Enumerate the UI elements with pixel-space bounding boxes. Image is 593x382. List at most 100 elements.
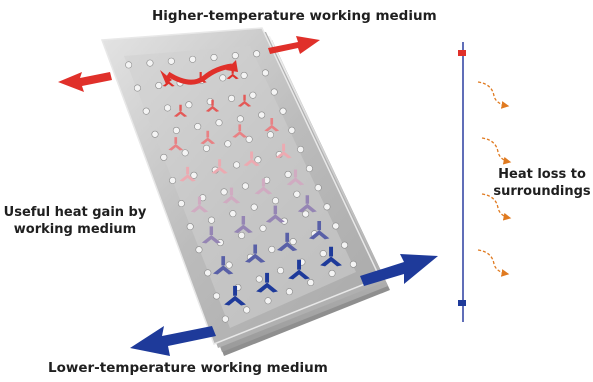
dimple (264, 297, 272, 305)
dimple (323, 203, 331, 211)
dimple (285, 288, 293, 296)
flow-chevron (179, 166, 196, 182)
flow-chevron (173, 104, 188, 117)
flow-chevron (276, 232, 298, 252)
flow-chevron (212, 256, 234, 275)
dimple (302, 210, 310, 218)
dimple (215, 119, 223, 127)
dimple (261, 69, 269, 77)
dimple (195, 246, 203, 254)
dimple (142, 107, 150, 115)
dimple (204, 269, 212, 277)
flow-chevron (288, 259, 310, 280)
dimple (189, 55, 197, 63)
dimple (270, 88, 278, 96)
dimple (297, 145, 305, 153)
dimple (328, 269, 336, 277)
flow-chevron (256, 272, 278, 293)
flow-chevron (265, 205, 285, 223)
dimple (259, 224, 267, 232)
dimple (284, 170, 292, 178)
dimple (213, 292, 221, 300)
dimple (279, 107, 287, 115)
dimple (155, 82, 163, 90)
dimple (240, 71, 248, 79)
dimple (268, 245, 276, 253)
dimple (133, 84, 141, 92)
dimple (272, 197, 280, 205)
flow-chevron (222, 187, 241, 204)
dimple (220, 188, 228, 196)
dimple (236, 115, 244, 123)
flow-chevron (233, 216, 253, 234)
bottom-label: Lower-temperature working medium (48, 360, 328, 376)
flow-chevron (226, 68, 239, 80)
dimple (208, 216, 216, 224)
dimple (177, 200, 185, 208)
flow-chevron (224, 285, 246, 306)
dimple (277, 267, 285, 275)
flow-chevron (320, 246, 342, 267)
flow-chevron (201, 226, 221, 244)
dimple (186, 223, 194, 231)
dimple (228, 94, 236, 102)
flow-chevron (297, 195, 317, 213)
dimple (305, 165, 313, 173)
dimple (181, 149, 189, 157)
left-label: Useful heat gain by working medium (3, 205, 147, 237)
dimple (254, 156, 262, 164)
flow-chevron (190, 196, 209, 213)
dimple (164, 104, 172, 112)
dimple (190, 171, 198, 179)
cold-inlet-arrows (130, 254, 438, 356)
dimple (332, 222, 340, 230)
dimple (245, 135, 253, 143)
dimple (146, 59, 154, 67)
dimple (349, 260, 357, 268)
dimple (224, 140, 232, 148)
flow-chevron (254, 178, 273, 195)
dimple (194, 123, 202, 131)
dimple (288, 126, 296, 134)
flow-chevron (211, 159, 228, 174)
top-label: Higher-temperature working medium (152, 8, 437, 24)
dimple (289, 238, 297, 246)
dimple (307, 279, 315, 287)
dimple (229, 210, 237, 218)
flow-chevron (264, 118, 280, 132)
dimple (169, 176, 177, 184)
flow-chevron (232, 124, 248, 138)
dimple (185, 101, 193, 109)
dimple (219, 74, 227, 82)
dimple (238, 231, 246, 239)
dimple (231, 52, 239, 60)
dimple (202, 144, 210, 152)
flow-chevron (286, 169, 305, 186)
dimple (250, 203, 258, 211)
flow-chevron (308, 220, 330, 240)
dimple (225, 261, 233, 269)
plate-stack (100, 27, 390, 356)
dimple (258, 111, 266, 119)
dimple (151, 130, 159, 138)
dimple (167, 57, 175, 65)
dimple (266, 131, 274, 139)
dimple (233, 161, 241, 169)
flow-chevron (237, 94, 252, 107)
dimple (319, 250, 327, 258)
dimple (341, 241, 349, 249)
flow-chevron (205, 99, 220, 112)
dimple (253, 50, 261, 58)
dimple (293, 190, 301, 198)
dimple (221, 315, 229, 323)
flow-chevron (275, 143, 292, 159)
dimple (210, 53, 218, 61)
flow-chevron (200, 130, 216, 145)
heat-loss-panel (458, 42, 512, 322)
flow-chevron (243, 151, 260, 167)
dimple (125, 61, 133, 69)
dimple (255, 275, 263, 283)
flow-chevron (168, 137, 184, 151)
dimple (314, 184, 322, 192)
